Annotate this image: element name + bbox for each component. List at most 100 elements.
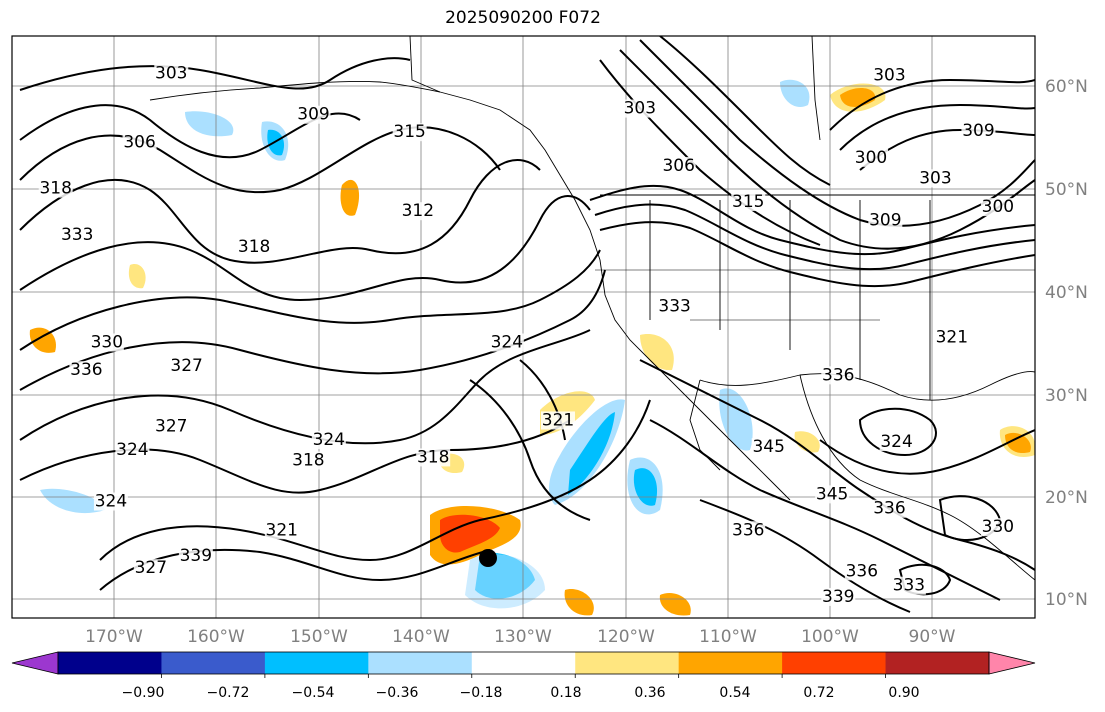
- contour-label-bg: [980, 518, 1015, 537]
- contour-label: 318: [417, 447, 449, 467]
- contour-label-bg: [489, 333, 524, 352]
- contour-label: 306: [123, 132, 155, 152]
- contour-label: 303: [919, 168, 951, 188]
- colorbar-segment: [161, 652, 266, 674]
- contour-label-bg: [311, 430, 346, 449]
- graticule: [12, 36, 1035, 618]
- colorbar-tick: 0.36: [634, 685, 665, 701]
- contour-label-bg: [154, 417, 189, 436]
- contour-label-bg: [69, 361, 104, 380]
- contour-label-bg: [918, 169, 953, 188]
- contour-label-bg: [178, 546, 213, 565]
- contour-label-bg: [392, 123, 427, 142]
- lon-label: 140°W: [392, 627, 450, 647]
- lat-label: 10°N: [1045, 590, 1088, 610]
- contour-label: 309: [297, 105, 329, 125]
- contour-label: 303: [155, 64, 187, 84]
- contour-label: 321: [542, 410, 574, 430]
- map-border: [11, 35, 1036, 619]
- contour-label-bg: [815, 485, 850, 504]
- contour-label-bg: [751, 438, 786, 457]
- contour-label: 327: [135, 558, 167, 578]
- colorbar: [11, 651, 1036, 678]
- contour-label: 333: [658, 297, 690, 317]
- contour-label-bg: [60, 225, 95, 244]
- contour-label-bg: [879, 433, 914, 452]
- lon-label: 170°W: [85, 627, 143, 647]
- contour-label-bg: [872, 499, 907, 518]
- contour-label-bg: [169, 357, 204, 376]
- colorbar-segment: [782, 652, 887, 674]
- contour-label: 336: [846, 561, 878, 581]
- lon-label: 130°W: [494, 627, 552, 647]
- contour-label-bg: [657, 297, 692, 316]
- contour-label-bg: [961, 122, 996, 141]
- lon-label: 120°W: [597, 627, 655, 647]
- colorbar-tick: −0.72: [207, 685, 250, 701]
- colorbar-tick: −0.90: [122, 685, 165, 701]
- contour-label: 336: [732, 520, 764, 540]
- contour-label: 318: [39, 179, 71, 199]
- contour-label: 333: [893, 576, 925, 596]
- contour-label-bg: [296, 105, 331, 124]
- lat-label: 20°N: [1045, 488, 1088, 508]
- contour-label-bg: [821, 587, 856, 606]
- contour-label-bg: [264, 521, 299, 540]
- contour-label: 300: [982, 197, 1014, 217]
- contour-label-bg: [38, 179, 73, 198]
- lat-label: 60°N: [1045, 77, 1088, 97]
- contour-label-bg: [93, 492, 128, 511]
- contour-label: 336: [822, 365, 854, 385]
- contour-label: 336: [873, 499, 905, 519]
- contour-label-bg: [89, 333, 124, 352]
- colorbar-extend-high: [988, 651, 1036, 675]
- storm-center-marker: [479, 549, 497, 567]
- colorbar-tick: 0.18: [550, 685, 581, 701]
- contour-label: 318: [238, 237, 270, 257]
- contour-label: 333: [61, 225, 93, 245]
- contour-label-bg: [891, 576, 926, 595]
- colorbar-tick: −0.18: [460, 685, 503, 701]
- contour-label: 321: [936, 327, 968, 347]
- contour-label: 303: [873, 66, 905, 86]
- contour-label: 324: [880, 432, 912, 452]
- lon-label: 90°W: [909, 627, 956, 647]
- contour-label: 327: [155, 417, 187, 437]
- contours: [19, 36, 1035, 613]
- contour-label: 300: [855, 148, 887, 168]
- contour-label-bg: [980, 198, 1015, 217]
- lon-label: 160°W: [187, 627, 245, 647]
- contour-label-bg: [540, 411, 575, 430]
- colorbar-segment: [58, 652, 162, 674]
- contour-label-bg: [237, 238, 272, 257]
- colorbar-ticks: −0.90 −0.72 −0.54 −0.36 −0.18 0.18 0.36 …: [122, 685, 920, 701]
- colorbar-segment: [678, 652, 783, 674]
- contour-label-bg: [122, 133, 157, 152]
- colorbar-tick: 0.90: [888, 685, 919, 701]
- contour-label: 330: [91, 333, 123, 353]
- colorbar-tick: −0.36: [376, 685, 419, 701]
- contour-label: 339: [180, 546, 212, 566]
- contour-label-bg: [872, 66, 907, 85]
- contour-label: 324: [116, 440, 148, 460]
- map-title: 2025090200 F072: [445, 8, 601, 28]
- contour-label-bg: [115, 441, 150, 460]
- colorbar-tick: −0.54: [292, 685, 335, 701]
- colorbar-segment: [368, 652, 473, 674]
- lon-label: 100°W: [801, 627, 859, 647]
- contour-label: 315: [393, 122, 425, 142]
- contour-label-bg: [416, 448, 451, 467]
- contour-label: 324: [491, 333, 523, 353]
- contour-label: 303: [624, 99, 656, 119]
- contour-label: 327: [170, 356, 202, 376]
- contour-label: 321: [266, 520, 298, 540]
- contour-label-bg: [934, 328, 969, 347]
- colorbar-segment: [885, 652, 990, 674]
- contour-label: 345: [816, 484, 848, 504]
- contour-label-bg: [661, 157, 696, 176]
- colorbar-tick: 0.54: [719, 685, 750, 701]
- colorbar-tick: 0.72: [803, 685, 834, 701]
- contour-label: 345: [752, 437, 784, 457]
